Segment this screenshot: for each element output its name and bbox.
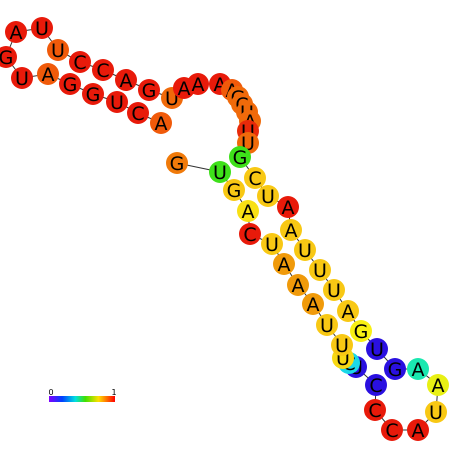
nucleotide: [69, 51, 91, 73]
nucleotide-label: A: [342, 301, 355, 323]
nucleotide: [427, 374, 449, 396]
nucleotide: [37, 63, 59, 85]
nucleotide-label: A: [292, 275, 305, 297]
nucleotide-label: A: [42, 64, 55, 86]
nucleotide: [127, 102, 149, 124]
colorbar: [49, 396, 115, 402]
nucleotide-label: C: [369, 375, 382, 397]
nucleotide-label: A: [155, 113, 168, 135]
nucleotide: [261, 233, 283, 255]
nucleotide-label: G: [142, 80, 157, 102]
nucleotide: [237, 200, 259, 222]
nucleotide-label: G: [0, 47, 13, 69]
nucleotide-label: U: [261, 186, 275, 208]
nucleotide: [277, 196, 299, 218]
nucleotide-label: A: [285, 220, 298, 242]
nucleotide: [115, 69, 137, 91]
nucleotide: [316, 314, 338, 336]
nucleotide-label: C: [248, 168, 261, 190]
nucleotide: [331, 334, 353, 356]
nucleotide-label: A: [282, 197, 295, 219]
nucleotide: [187, 73, 209, 95]
nucleotide: [273, 253, 295, 275]
nucleotide-label: C: [73, 52, 86, 74]
nucleotide: [294, 239, 316, 261]
nucleotide-label: U: [265, 234, 279, 256]
nucleotide: [365, 374, 387, 396]
nucleotide: [150, 112, 172, 134]
nucleotide: [364, 399, 386, 421]
nucleotide-label: G: [86, 84, 101, 106]
nucleotide-label: U: [213, 162, 227, 184]
nucleotide-label: G: [354, 321, 369, 343]
nucleotide-label: G: [63, 74, 78, 96]
nucleotide: [92, 59, 114, 81]
nucleotide: [209, 161, 231, 183]
nucleotide-label: A: [192, 74, 205, 96]
nucleotide-label: U: [51, 40, 65, 62]
colorbar-min: 0: [48, 388, 53, 397]
nucleotide-label: G: [227, 180, 242, 202]
nucleotide: [106, 91, 128, 113]
nucleotide: [309, 259, 331, 281]
nucleotide: [302, 293, 324, 315]
nucleotide-label: A: [307, 294, 320, 316]
nucleotide-label: A: [412, 420, 425, 442]
nucleotide: [31, 17, 53, 39]
nucleotide: [5, 21, 27, 43]
nucleotide: [425, 401, 447, 423]
nucleotide-label: C: [385, 420, 398, 442]
nucleotide-label: U: [110, 92, 124, 114]
nucleotide: [287, 274, 309, 296]
nucleotide-label: G: [388, 359, 403, 381]
nucleotide-label: A: [120, 70, 133, 92]
nucleotide-label: U: [313, 260, 327, 282]
nucleotide: [280, 219, 302, 241]
colorbar-max: 1: [111, 388, 116, 397]
nucleotide-label: U: [320, 315, 334, 337]
nucleotide-label: U: [35, 18, 49, 40]
nucleotide-label: U: [327, 280, 341, 302]
nucleotide-label: A: [432, 375, 445, 397]
nucleotide-label: C: [243, 224, 256, 246]
nucleotide-label: U: [15, 68, 29, 90]
nucleotide-label: C: [131, 103, 144, 125]
nucleotide: [166, 152, 188, 174]
nucleotide-label: G: [170, 153, 185, 175]
nucleotide-label: G: [233, 147, 248, 169]
nucleotide: [223, 179, 245, 201]
nucleotide: [138, 79, 160, 101]
nucleotide: [366, 338, 388, 360]
nucleotide-label: C: [368, 400, 381, 422]
nucleotide-label: A: [278, 254, 291, 276]
nucleotide: [257, 185, 279, 207]
nucleotide: [350, 320, 372, 342]
nucleotide: [244, 167, 266, 189]
nucleotide: [381, 419, 403, 441]
nucleotide: [47, 39, 69, 61]
nucleotide: [59, 73, 81, 95]
nucleotide-label: U: [298, 240, 312, 262]
nucleotide-label: C: [96, 60, 109, 82]
nucleotide: [11, 67, 33, 89]
nucleotide-label: U: [370, 339, 384, 361]
nucleotide: [323, 279, 345, 301]
nucleotide: [384, 358, 406, 380]
nucleotide: [229, 146, 251, 168]
nucleotide: [0, 46, 17, 68]
nucleotide-label: A: [10, 22, 23, 44]
nucleotide-label: A: [412, 359, 425, 381]
nucleotide-label: U: [429, 402, 443, 424]
nucleotide: [337, 300, 359, 322]
nucleotide: [239, 223, 261, 245]
nucleotide: [82, 83, 104, 105]
nucleotide-label: A: [242, 201, 255, 223]
nucleotide-label: U: [335, 335, 349, 357]
nucleotide: [407, 419, 429, 441]
nucleotide: [407, 358, 429, 380]
